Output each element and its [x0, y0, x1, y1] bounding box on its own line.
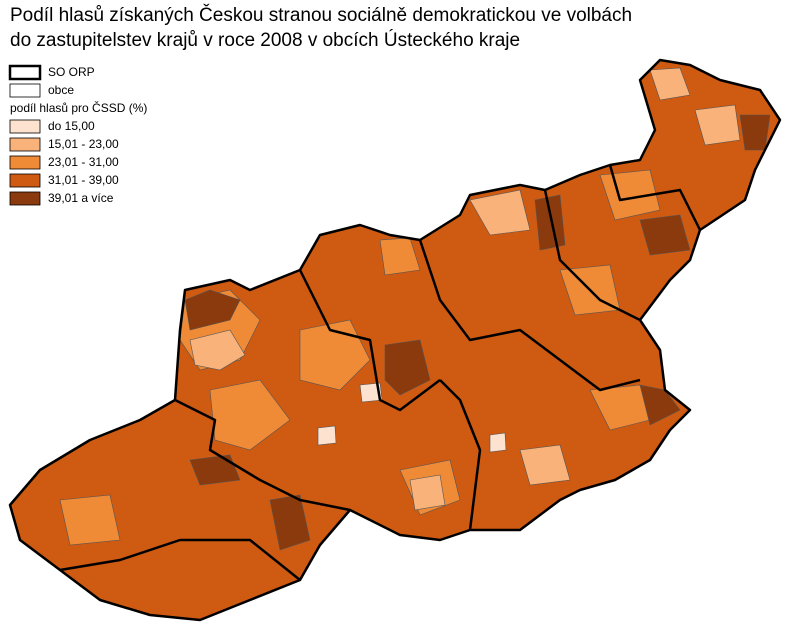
- orp-boundary: [298, 269, 441, 412]
- orp-swatch: [8, 64, 42, 81]
- legend-heading: podíl hlasů pro ČSSD (%): [10, 100, 147, 115]
- legend-label: 39,01 a více: [48, 191, 114, 205]
- municipality: [694, 104, 741, 146]
- municipality: [189, 454, 241, 486]
- orp-boundary: [543, 189, 641, 322]
- orp-boundary: [439, 379, 482, 531]
- municipality: [639, 214, 691, 256]
- legend-swatch: [9, 119, 41, 134]
- legend-label: 15,01 - 23,00: [48, 137, 119, 151]
- municipality: [269, 494, 311, 551]
- municipality: [59, 494, 121, 546]
- title-line: do zastupitelstev krajů v roce 2008 v ob…: [10, 29, 520, 51]
- municipality: [317, 425, 337, 446]
- legend-swatch: [9, 191, 41, 206]
- municipality: [534, 194, 566, 251]
- map: [8, 58, 782, 622]
- municipality: [649, 67, 691, 101]
- region: [9, 59, 781, 621]
- orp-boundary: [174, 398, 351, 512]
- municipality: [384, 339, 431, 396]
- region-boundary: [8, 58, 782, 622]
- municipality: [189, 329, 246, 371]
- obce-swatch: [9, 83, 41, 98]
- orp-boundary: [418, 239, 641, 392]
- municipality: [299, 319, 371, 391]
- legend-label: 31,01 - 39,00: [48, 173, 119, 187]
- legend-label: obce: [48, 83, 74, 97]
- municipality: [639, 384, 681, 426]
- municipality: [489, 432, 507, 453]
- municipality: [739, 114, 771, 151]
- legend: SO ORP obce podíl hlasů pro ČSSD (%) do …: [8, 64, 147, 206]
- municipality: [409, 474, 446, 511]
- orp-boundary: [608, 164, 702, 231]
- legend-label: 23,01 - 31,00: [48, 155, 119, 169]
- legend-swatch: [9, 137, 41, 152]
- title-line: Podíl hlasů získaných Českou stranou soc…: [10, 4, 632, 26]
- legend-swatch: [9, 173, 41, 188]
- municipality: [184, 289, 241, 331]
- municipality: [519, 444, 571, 486]
- legend-label: do 15,00: [48, 119, 95, 133]
- legend-label: SO ORP: [48, 65, 95, 79]
- municipality: [379, 237, 421, 276]
- orp-boundary: [59, 538, 301, 581]
- municipality: [469, 189, 531, 236]
- legend-swatch: [9, 155, 41, 170]
